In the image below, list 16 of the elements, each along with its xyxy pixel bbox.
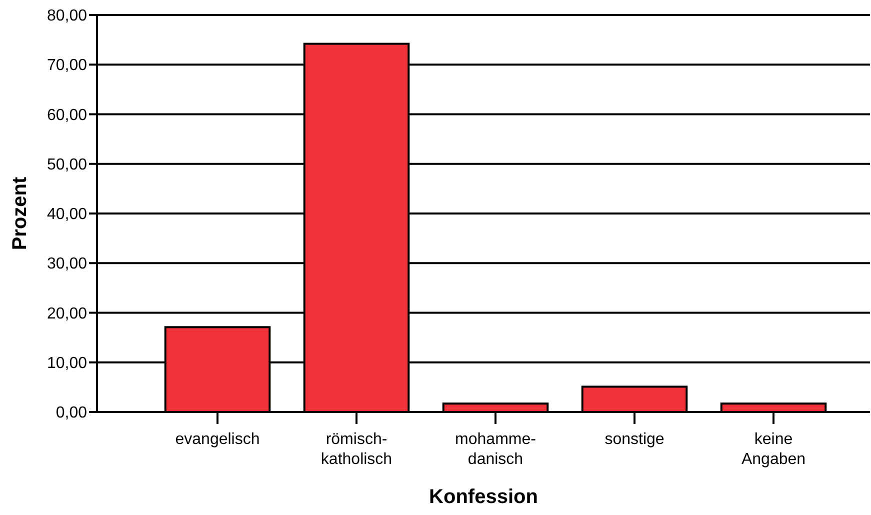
x-tick-label: evangelisch bbox=[175, 431, 260, 448]
x-axis-title: Konfession bbox=[429, 486, 538, 508]
y-tick-label: 40,00 bbox=[46, 206, 88, 224]
x-tick-label: mohamme- danisch bbox=[455, 431, 536, 468]
y-tick-label: 0,00 bbox=[56, 404, 88, 422]
y-tick-label: 60,00 bbox=[46, 106, 88, 124]
y-tick-label: 10,00 bbox=[46, 354, 88, 372]
x-tick-label: keine Angaben bbox=[741, 431, 806, 468]
x-tick-label: sonstige bbox=[604, 431, 664, 448]
y-tick-label: 30,00 bbox=[46, 256, 88, 273]
y-tick-label: 70,00 bbox=[46, 57, 88, 74]
y-tick-label: 20,00 bbox=[46, 305, 88, 322]
x-tick-label: römisch- katholisch bbox=[320, 431, 392, 468]
y-tick-label: 80,00 bbox=[46, 8, 88, 25]
y-axis-title: Prozent bbox=[9, 176, 31, 250]
y-tick-label: 50,00 bbox=[46, 156, 88, 174]
